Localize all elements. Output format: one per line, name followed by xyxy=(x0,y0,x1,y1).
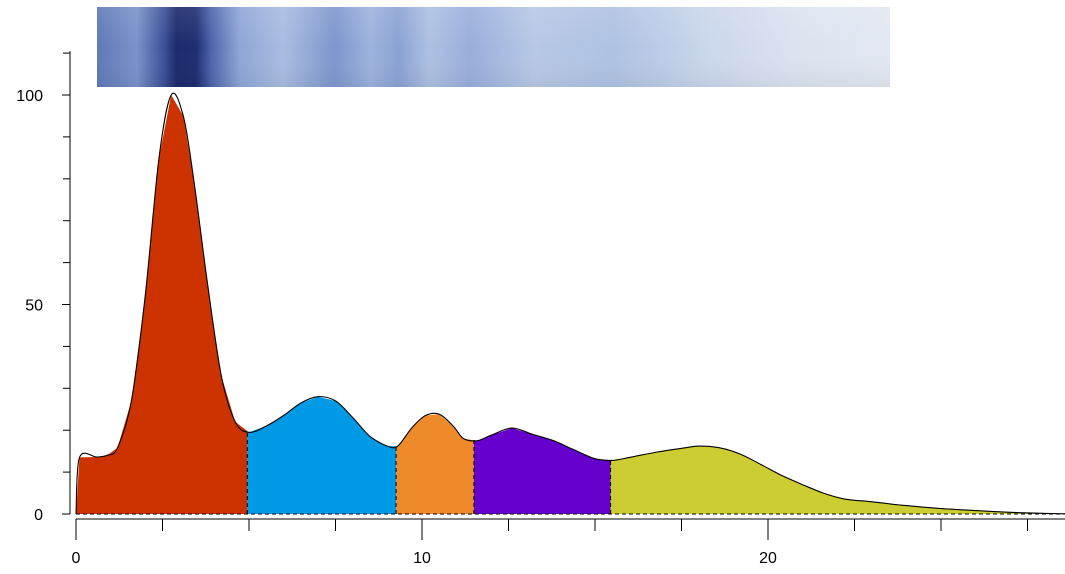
y-tick-label: 0 xyxy=(34,507,43,524)
peak-area-4 xyxy=(473,428,611,514)
x-tick-label: 20 xyxy=(759,550,777,567)
x-tick-label: 0 xyxy=(72,550,81,567)
density-curve xyxy=(75,92,1065,515)
y-tick-label: 50 xyxy=(25,298,43,315)
peak-area-2 xyxy=(247,396,397,514)
peak-area-3 xyxy=(396,414,474,514)
peak-fills xyxy=(76,95,1065,514)
peak-dividers xyxy=(76,430,1065,515)
peak-area-1 xyxy=(76,95,248,514)
x-tick-label: 10 xyxy=(413,550,431,567)
density-curve-line xyxy=(75,92,1065,515)
peak-area-5 xyxy=(610,446,1065,514)
axes: 0 50 100 0 10 20 xyxy=(16,51,1065,567)
gel-band-image xyxy=(97,7,890,87)
y-tick-label: 100 xyxy=(16,88,43,105)
gel-band-shading xyxy=(97,7,890,87)
